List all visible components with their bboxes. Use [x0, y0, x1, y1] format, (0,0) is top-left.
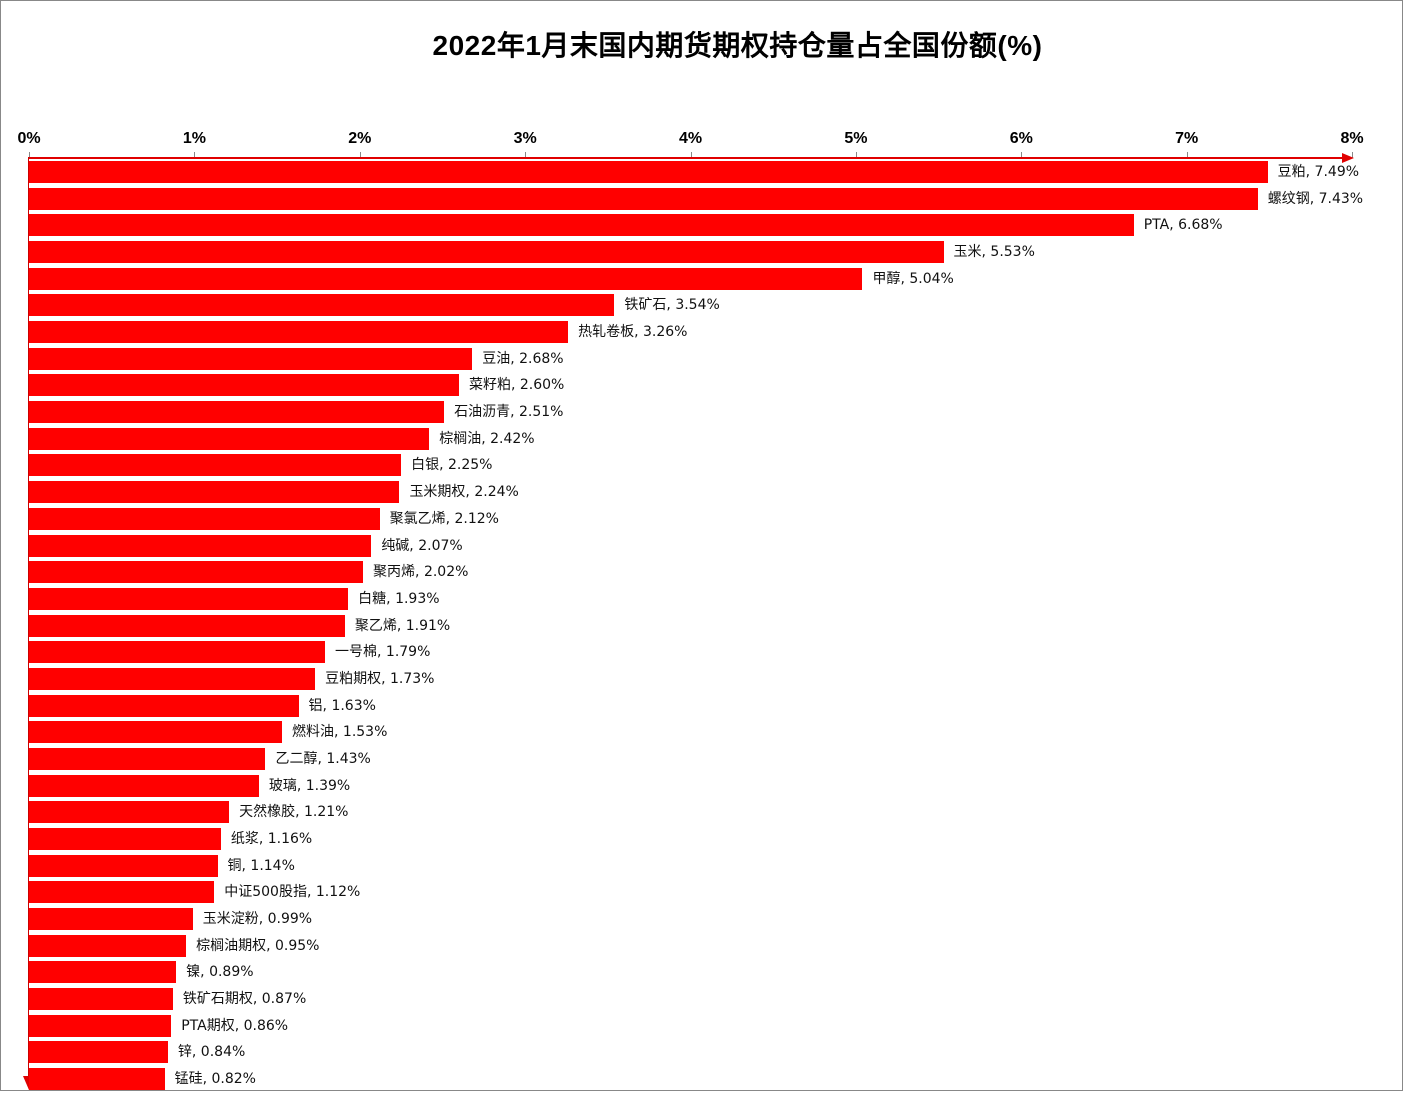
bar-data-label: PTA, 6.68%	[1143, 217, 1223, 234]
bar	[29, 641, 326, 664]
bar-data-label: 聚乙烯, 1.91%	[354, 617, 451, 634]
x-tick-mark	[856, 152, 857, 158]
bar-data-label: 热轧卷板, 3.26%	[578, 324, 688, 341]
bar-data-label: 玻璃, 1.39%	[268, 777, 351, 794]
bar	[29, 561, 364, 584]
bar	[29, 534, 372, 557]
bar-data-label: 中证500股指, 1.12%	[224, 884, 361, 901]
x-tick-mark	[1021, 152, 1022, 158]
bar	[29, 267, 863, 290]
x-tick-mark	[691, 152, 692, 158]
bar	[29, 934, 187, 957]
bar-data-label: 豆粕, 7.49%	[1277, 164, 1360, 180]
bar-data-label: 燃料油, 1.53%	[292, 724, 388, 741]
x-tick-label: 3%	[513, 130, 537, 147]
bar-data-label: 纯碱, 2.07%	[381, 537, 463, 554]
bar	[29, 801, 230, 824]
bar	[29, 747, 266, 770]
bar	[29, 507, 380, 530]
bar	[29, 401, 445, 424]
bar	[29, 828, 221, 850]
bar-data-label: 锌, 0.84%	[177, 1044, 246, 1061]
x-tick-mark	[525, 152, 526, 158]
bar	[29, 427, 430, 450]
bar-data-label: 铁矿石期权, 0.87%	[182, 991, 307, 1008]
bar-data-label: 豆粕期权, 1.73%	[325, 670, 435, 687]
bar	[29, 374, 459, 397]
bar-data-label: 铜, 1.14%	[227, 857, 295, 874]
x-tick-mark	[29, 152, 30, 158]
bar	[29, 854, 218, 877]
bar	[29, 667, 316, 690]
bar	[29, 1041, 168, 1064]
bar	[29, 294, 615, 317]
bar	[29, 961, 177, 984]
bar-data-label: 铝, 1.63%	[308, 697, 376, 714]
bar	[29, 321, 569, 344]
bar-data-label: 乙二醇, 1.43%	[275, 750, 371, 767]
bar-data-label: 纸浆, 1.16%	[230, 831, 313, 847]
bar-data-label: 豆油, 2.68%	[482, 350, 564, 367]
bar	[29, 1068, 165, 1091]
bar	[29, 241, 944, 264]
bar-data-label: 聚丙烯, 2.02%	[373, 564, 469, 581]
x-tick-mark	[1187, 152, 1188, 158]
bar	[29, 694, 299, 717]
bar	[29, 988, 173, 1011]
bar-data-label: 聚氯乙烯, 2.12%	[389, 510, 499, 527]
x-tick-label: 2%	[348, 130, 372, 147]
bar	[29, 187, 1258, 210]
x-tick-label: 5%	[844, 130, 868, 147]
bar	[29, 721, 283, 744]
bar-data-label: 白银, 2.25%	[411, 457, 493, 474]
bar-data-label: 玉米, 5.53%	[953, 244, 1035, 261]
x-axis-line	[29, 157, 1347, 159]
bar	[29, 587, 349, 610]
bar-data-label: 锰硅, 0.82%	[174, 1071, 256, 1088]
bar	[29, 214, 1134, 237]
chart-title: 2022年1月末国内期货期权持仓量占全国份额(%)	[432, 30, 1043, 61]
x-tick-mark	[194, 152, 195, 158]
bar-data-label: 玉米淀粉, 0.99%	[202, 911, 313, 928]
bar-data-label: PTA期权, 0.86%	[181, 1017, 289, 1034]
bar-data-label: 一号棉, 1.79%	[335, 644, 431, 661]
bar	[29, 454, 402, 477]
bar-data-label: 甲醇, 5.04%	[872, 270, 954, 287]
x-axis-arrow-icon	[1342, 153, 1354, 163]
x-tick-label: 1%	[182, 130, 206, 147]
bar	[29, 881, 215, 904]
bar	[29, 481, 400, 504]
x-tick-label: 4%	[678, 130, 703, 147]
bar	[29, 908, 193, 931]
bar-data-label: 棕榈油, 2.42%	[439, 430, 535, 447]
x-tick-label: 6%	[1009, 130, 1033, 147]
x-tick-label: 7%	[1175, 130, 1199, 147]
bar-data-label: 石油沥青, 2.51%	[454, 404, 564, 421]
x-tick-label: 8%	[1340, 130, 1364, 147]
bar	[29, 161, 1268, 183]
bar	[29, 1014, 172, 1037]
bar-data-label: 镍, 0.89%	[186, 964, 254, 981]
bar-data-label: 铁矿石, 3.54%	[624, 297, 720, 314]
bar	[29, 347, 473, 370]
bar-data-label: 玉米期权, 2.24%	[409, 484, 519, 501]
y-axis-line	[28, 157, 29, 1082]
x-tick-label: 0%	[17, 130, 41, 147]
x-tick-mark	[360, 152, 361, 158]
bar-data-label: 螺纹钢, 7.43%	[1267, 190, 1364, 207]
bar	[29, 774, 259, 797]
bar	[29, 614, 345, 637]
bar-data-label: 天然橡胶, 1.21%	[239, 804, 349, 821]
bar-data-label: 菜籽粕, 2.60%	[468, 377, 565, 394]
bar-data-label: 白糖, 1.93%	[358, 590, 440, 607]
bar-data-label: 棕榈油期权, 0.95%	[196, 937, 320, 954]
